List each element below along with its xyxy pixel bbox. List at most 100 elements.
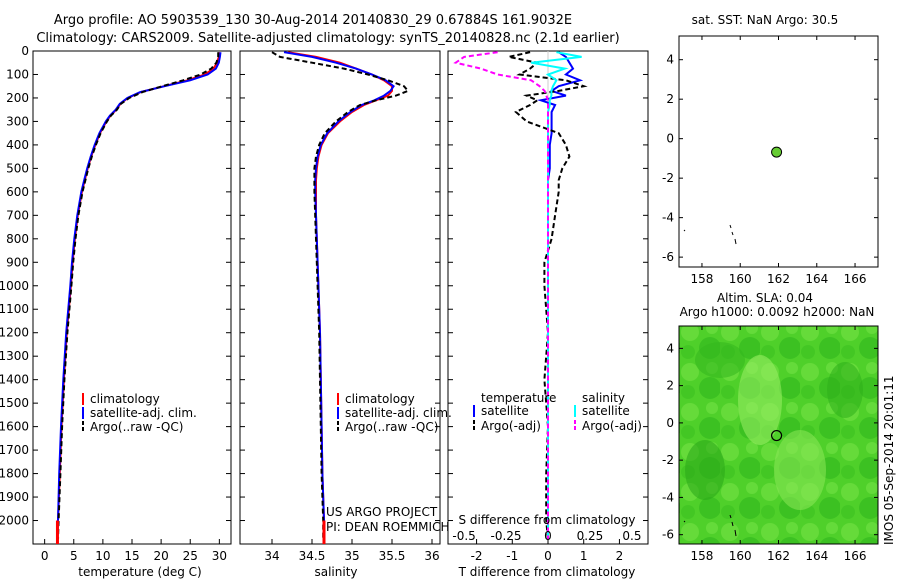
y-tick-label: 0 [21, 44, 29, 58]
x-tick-label: 0 [41, 549, 49, 563]
x-tick-label: 158 [691, 272, 714, 286]
salinity-legend: climatology satellite-adj. clim. Argo(..… [337, 392, 452, 434]
x-tick-label: 160 [729, 549, 752, 563]
x-tick-label: 166 [844, 549, 867, 563]
salinity-series [271, 51, 410, 544]
salinity-axes: 34 34.5 35 35.5 36 [240, 50, 440, 563]
sla-argo-point [770, 429, 783, 442]
x-tick-label: 0 [544, 549, 552, 563]
y-tick-label: 1400 [0, 373, 29, 387]
y-tick-label: 900 [6, 255, 29, 269]
sla-map-title-line1: Altim. SLA: 0.04 [717, 291, 813, 305]
y-tick-label: 2 [666, 379, 674, 393]
legend-label: climatology [90, 392, 160, 406]
y-tick-label: -4 [662, 211, 674, 225]
temperature-legend: climatology satellite-adj. clim. Argo(..… [82, 392, 197, 434]
sla-map-title-line2: Argo h1000: 0.0092 h2000: NaN [680, 305, 875, 319]
y-tick-label: 100 [6, 67, 29, 81]
sla-map-coast [683, 514, 737, 537]
y-tick-label: 500 [6, 161, 29, 175]
x-tick-label: 35.5 [379, 549, 406, 563]
x-tick-label: 15 [124, 549, 139, 563]
series-line-argo-raw-qc- [271, 51, 410, 540]
legend-label: Argo(..raw -QC) [90, 420, 183, 434]
y-tick-label: -4 [662, 490, 674, 504]
y-tick-label: -2 [662, 453, 674, 467]
x-tick-label: 25 [183, 549, 198, 563]
x-tick-label: 162 [767, 272, 790, 286]
x-tick-label: 35 [344, 549, 359, 563]
s-tick-label: -0.25 [491, 529, 522, 543]
legend-title-salinity: salinity [582, 391, 625, 405]
y-tick-label: 2000 [0, 514, 29, 528]
x-tick-label: 2 [616, 549, 624, 563]
legend-label: satellite-adj. clim. [90, 406, 197, 420]
legend-label: Argo(..raw -QC) [345, 420, 438, 434]
project-line2: PI: DEAN ROEMMICH [326, 520, 449, 534]
x-tick-label: 5 [70, 549, 78, 563]
legend-label: Argo(-adj) [481, 419, 541, 433]
y-tick-label: -6 [662, 250, 674, 264]
sst-map-axes: 158 160 162 164 166 -6 -4 -2 0 2 4 [662, 36, 878, 286]
x-tick-label: 10 [95, 549, 110, 563]
x-tick-label: 20 [153, 549, 168, 563]
legend-label: Argo(-adj) [582, 419, 642, 433]
y-tick-label: 0 [666, 132, 674, 146]
series-line-salinity-argo-adj- [453, 51, 549, 540]
x-tick-label: 160 [729, 272, 752, 286]
project-line1: US ARGO PROJECT [326, 505, 438, 519]
sla-map-axes: 158 160 162 164 166 -6 -4 -2 0 2 4 [662, 326, 878, 563]
temperature-axes: 0 5 10 15 20 25 300100200300400500600700800900… [0, 44, 231, 563]
s-tick-label: 0 [544, 529, 552, 543]
series-line-argo-raw-qc- [57, 52, 220, 540]
y-tick-label: 1800 [0, 467, 29, 481]
x-tick-label: -1 [506, 549, 518, 563]
y-tick-label: 4 [666, 341, 674, 355]
x-tick-label: 36 [424, 549, 439, 563]
x-tick-label: 30 [212, 549, 227, 563]
difference-axes: -2 -1 0 1 2 -0.5 -0.25 0 0.25 0.5 [448, 50, 648, 563]
sst-argo-point [771, 146, 783, 158]
sst-map-coast [683, 224, 737, 245]
y-tick-label: 1200 [0, 326, 29, 340]
y-tick-label: 1000 [0, 279, 29, 293]
salinity-panel [239, 50, 441, 545]
y-tick-label: 1900 [0, 490, 29, 504]
imos-timestamp: IMOS 05-Sep-2014 20:01:11 [882, 375, 896, 545]
difference-xlabel: T difference from climatology [458, 565, 636, 579]
y-tick-label: 200 [6, 91, 29, 105]
title-line1: Argo profile: AO 5903539_130 30-Aug-2014… [54, 13, 572, 28]
y-tick-label: 1300 [0, 349, 29, 363]
title-line2: Climatology: CARS2009. Satellite-adjuste… [36, 31, 619, 46]
temperature-panel [32, 50, 232, 545]
y-tick-label: 1600 [0, 420, 29, 434]
sst-map-title: sat. SST: NaN Argo: 30.5 [692, 13, 839, 27]
y-tick-label: 400 [6, 138, 29, 152]
y-tick-label: 800 [6, 232, 29, 246]
y-tick-label: -2 [662, 171, 674, 185]
difference-series [453, 51, 588, 544]
y-tick-label: 300 [6, 114, 29, 128]
salinity-xlabel: salinity [314, 565, 357, 579]
temperature-series [55, 52, 222, 544]
x-tick-label: 158 [691, 549, 714, 563]
y-tick-label: 2 [666, 92, 674, 106]
difference-legend: temperature salinity satellite Argo(-adj… [473, 391, 642, 433]
y-tick-label: 1100 [0, 302, 29, 316]
s-tick-label: 0.25 [577, 529, 604, 543]
sla-map-field [685, 342, 863, 510]
x-tick-label: 162 [767, 549, 790, 563]
y-tick-label: 0 [666, 416, 674, 430]
y-tick-label: 1500 [0, 396, 29, 410]
x-tick-label: 164 [805, 549, 828, 563]
legend-label: climatology [345, 392, 415, 406]
temperature-xlabel: temperature (deg C) [78, 565, 201, 579]
legend-label: satellite [582, 404, 630, 418]
y-tick-label: 700 [6, 208, 29, 222]
s-tick-label: 0.5 [622, 529, 641, 543]
x-tick-label: -2 [471, 549, 483, 563]
x-tick-label: 34.5 [299, 549, 326, 563]
x-tick-label: 34 [264, 549, 279, 563]
difference-xlabel-top: S difference from climatology [459, 513, 636, 527]
